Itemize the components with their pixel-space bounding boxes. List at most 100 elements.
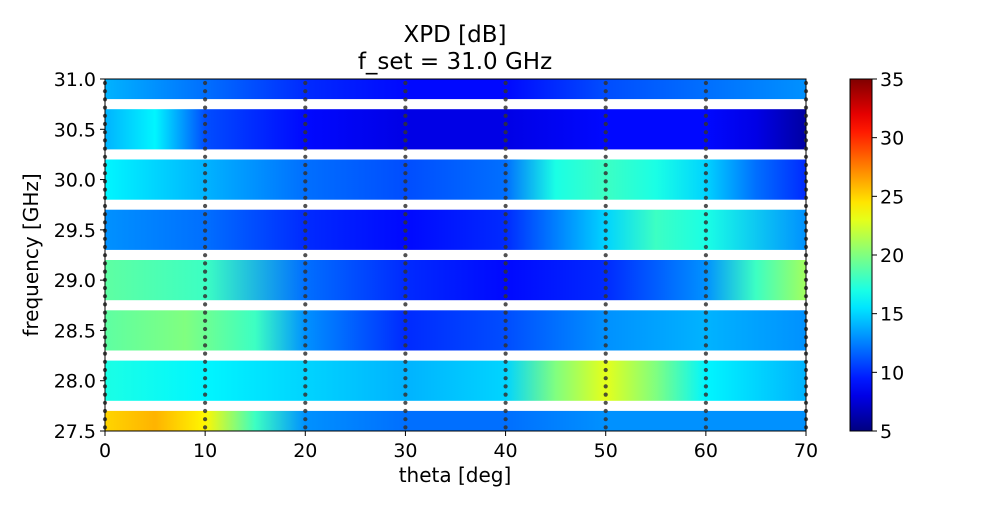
measurement-point [703,400,709,405]
measurement-point [503,384,508,389]
measurement-point [203,146,208,151]
y-axis: 27.5 28.0 28.5 29.0 29.5 30.0 30.5 31.0 [54,69,105,443]
x-tick-label: 60 [694,440,718,462]
measurement-point [403,326,408,332]
measurement-point [503,277,508,282]
measurement-point [203,425,208,430]
measurement-point [503,97,508,102]
measurement-point [703,171,709,176]
measurement-point [503,187,508,192]
measurement-point [303,351,308,356]
measurement-point [703,113,709,118]
measurement-point [503,162,508,168]
measurement-point [403,302,408,307]
measurement-point [403,121,408,127]
measurement-point [203,302,208,307]
measurement-point [303,179,308,184]
measurement-point [503,228,508,233]
measurement-point [303,367,308,373]
measurement-point [603,318,608,323]
measurement-point [403,146,408,151]
measurement-point [303,277,308,282]
y-tick-label: 28.0 [54,371,96,393]
measurement-point [403,285,408,291]
measurement-point [603,203,608,209]
measurement-point [503,253,508,258]
measurement-point [403,384,408,389]
measurement-point [603,261,608,266]
measurement-point [203,113,208,118]
measurement-point [703,212,709,217]
measurement-point [603,326,608,332]
measurement-point [603,400,608,405]
measurement-point [203,187,208,192]
measurement-point [203,212,208,217]
colorbar-tick-label: 15 [880,304,904,326]
measurement-point [603,425,608,430]
x-tick-label: 40 [493,440,517,462]
x-tick-label: 0 [99,440,111,462]
plot-area [102,78,809,432]
heatmap-band [105,109,806,150]
measurement-point [503,154,508,159]
measurement-point [403,343,408,348]
measurement-point [303,343,308,348]
measurement-point [603,253,608,258]
measurement-point [203,179,208,184]
measurement-point [303,294,308,299]
measurement-point [503,318,508,323]
measurement-point [603,212,608,217]
measurement-point [503,343,508,348]
measurement-point [303,384,308,389]
heatmap-band [105,310,806,351]
measurement-point [203,236,208,241]
measurement-point [503,220,508,225]
measurement-point [403,425,408,430]
measurement-point [703,195,709,200]
measurement-point [703,417,709,422]
measurement-point [503,408,508,414]
measurement-point [403,195,408,200]
measurement-point [603,367,608,373]
measurement-point [703,162,709,168]
measurement-point [503,113,508,118]
measurement-point [503,269,508,274]
plot-frame [104,78,807,432]
measurement-point [603,376,608,381]
measurement-point [403,154,408,159]
measurement-point [203,171,208,176]
measurement-point [503,261,508,266]
measurement-point [403,212,408,217]
measurement-point [303,285,308,291]
x-tick-label: 30 [393,440,417,462]
measurement-point [303,212,308,217]
measurement-point [503,392,508,397]
measurement-point [703,97,709,102]
measurement-point [503,179,508,184]
measurement-point [203,269,208,274]
measurement-point [303,130,308,135]
measurement-point [403,376,408,381]
measurement-point [603,113,608,118]
measurement-point [203,220,208,225]
heatmap-band [105,360,806,401]
measurement-point [603,302,608,307]
measurement-point [603,138,608,143]
measurement-point [603,195,608,200]
measurement-point [303,335,308,340]
measurement-point [303,97,308,102]
measurement-point [203,162,208,168]
measurement-point [403,261,408,266]
measurement-point [303,89,308,94]
measurement-point [703,408,709,414]
chart-title-line2: f_set = 31.0 GHz [358,49,552,75]
measurement-point [703,236,709,241]
measurement-point [303,220,308,225]
measurement-point [503,367,508,373]
measurement-point [503,376,508,381]
measurement-point [303,171,308,176]
measurement-point [303,269,308,274]
measurement-point [203,89,208,94]
measurement-point [603,417,608,422]
